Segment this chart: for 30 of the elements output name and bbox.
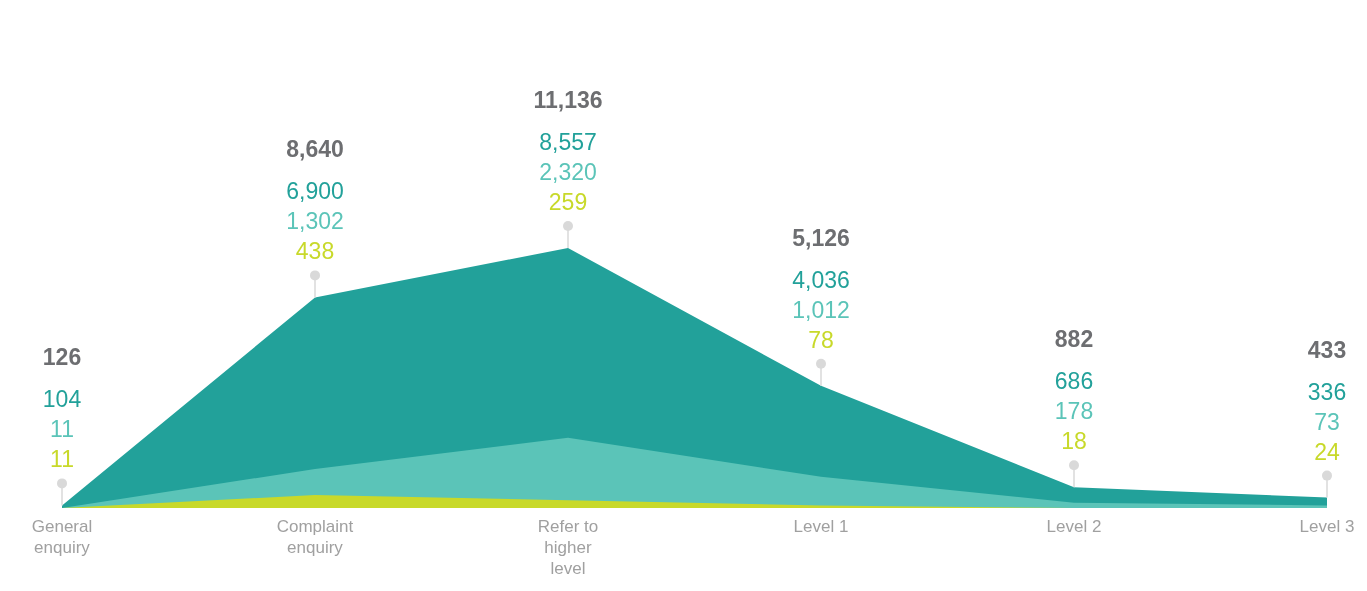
x-tick-label: Refer to higher level [537,517,599,578]
x-tick-label: General enquiry [31,517,93,557]
annotation: 4,036 [792,266,850,293]
annotation: 686 [1054,368,1094,395]
annotation: 78 [808,326,834,353]
annotation: 24 [1314,438,1340,465]
annotation: 11 [50,416,74,443]
text: 11,136 [533,87,603,113]
annotation: 18 [1061,428,1087,455]
x-tick-label: Complaint enquiry [276,517,354,557]
x-tick-label: Level 1 [793,517,849,536]
annotation: 336 [1307,378,1347,405]
annotation: 11 [50,446,74,473]
text: 6,900 [286,178,344,205]
annotation: 882 [1054,326,1094,353]
annotation: 433 [1307,336,1347,363]
text: 259 [548,189,588,215]
annotation: 438 [295,238,335,265]
annotation: 178 [1054,398,1094,425]
annotation: 104 [42,386,82,413]
x-tick-label: Level 3 [1299,517,1355,536]
text: 8,557 [539,129,597,155]
annotation: 126 [42,344,82,371]
annotation: 73 [1314,408,1340,435]
annotation: 5,126 [792,224,850,251]
x-tick-label: Level 2 [1046,517,1102,536]
annotation: 1,012 [792,296,850,323]
text: 2,320 [539,159,597,185]
text: 8,640 [286,136,344,163]
text: 1,302 [286,208,344,235]
